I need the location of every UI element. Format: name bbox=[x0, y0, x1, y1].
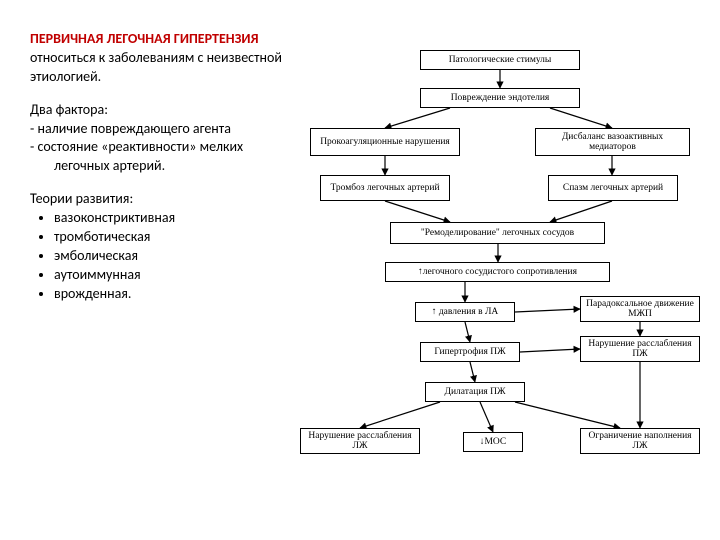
flowchart-node: Прокоагуляционные нарушения bbox=[310, 128, 460, 156]
flowchart-node: ↓МОС bbox=[463, 432, 523, 452]
factor-item: состояние «реактивности» мелких легочных… bbox=[42, 138, 285, 176]
factor-item: наличие повреждающего агента bbox=[42, 120, 285, 139]
theories-list: вазоконстриктивная тромботическая эмболи… bbox=[30, 209, 285, 303]
flowchart-edge bbox=[550, 108, 612, 128]
flowchart-node: Спазм легочных артерий bbox=[548, 175, 678, 201]
flowchart-node: Повреждение эндотелия bbox=[420, 88, 580, 108]
text-panel: ПЕРВИЧНАЯ ЛЕГОЧНАЯ ГИПЕРТЕНЗИЯ относитьс… bbox=[30, 30, 285, 318]
factors-list: наличие повреждающего агента состояние «… bbox=[30, 120, 285, 177]
theory-item: врожденная. bbox=[54, 285, 285, 304]
theory-item: аутоиммунная bbox=[54, 266, 285, 285]
flowchart-edge bbox=[385, 201, 450, 222]
title: ПЕРВИЧНАЯ ЛЕГОЧНАЯ ГИПЕРТЕНЗИЯ bbox=[30, 30, 259, 47]
flowchart-edge bbox=[515, 402, 620, 428]
flowchart-node: Дилатация ПЖ bbox=[425, 382, 525, 402]
theories-header: Теории развития: bbox=[30, 190, 133, 207]
flowchart-node: Дисбаланс вазоактивных медиаторов bbox=[535, 128, 690, 156]
flowchart-node: "Ремоделирование" легочных сосудов bbox=[390, 222, 605, 244]
theory-item: вазоконстриктивная bbox=[54, 209, 285, 228]
flowchart-edge bbox=[360, 402, 440, 428]
theory-item: эмболическая bbox=[54, 247, 285, 266]
flowchart-node: Нарушение расслабления ЛЖ bbox=[300, 428, 420, 454]
flowchart-diagram: Патологические стимулы Повреждение эндоте… bbox=[290, 50, 710, 510]
flowchart-edge bbox=[385, 108, 450, 128]
flowchart-edge bbox=[550, 201, 612, 222]
flowchart-edge bbox=[480, 402, 493, 432]
flowchart-node: Нарушение расслабления ПЖ bbox=[580, 336, 700, 362]
flowchart-node: Гипертрофия ПЖ bbox=[420, 342, 520, 362]
flowchart-node: Ограничение наполнения ЛЖ bbox=[580, 428, 700, 454]
flowchart-node: ↑легочного сосудистого сопротивления bbox=[385, 262, 610, 282]
flowchart-node: ↑ давления в ЛА bbox=[415, 302, 515, 322]
flowchart-node: Тромбоз легочных артерий bbox=[320, 175, 450, 201]
factors-header: Два фактора: bbox=[30, 101, 108, 118]
flowchart-node: Патологические стимулы bbox=[420, 50, 580, 70]
flowchart-edge bbox=[515, 309, 580, 312]
flowchart-edge bbox=[465, 322, 470, 342]
flowchart-node: Парадоксальное движение МЖП bbox=[580, 296, 700, 322]
flowchart-edge bbox=[520, 349, 580, 352]
intro-text: относиться к заболеваниям с неизвестной … bbox=[30, 49, 282, 85]
theory-item: тромботическая bbox=[54, 228, 285, 247]
flowchart-edge bbox=[470, 362, 475, 382]
